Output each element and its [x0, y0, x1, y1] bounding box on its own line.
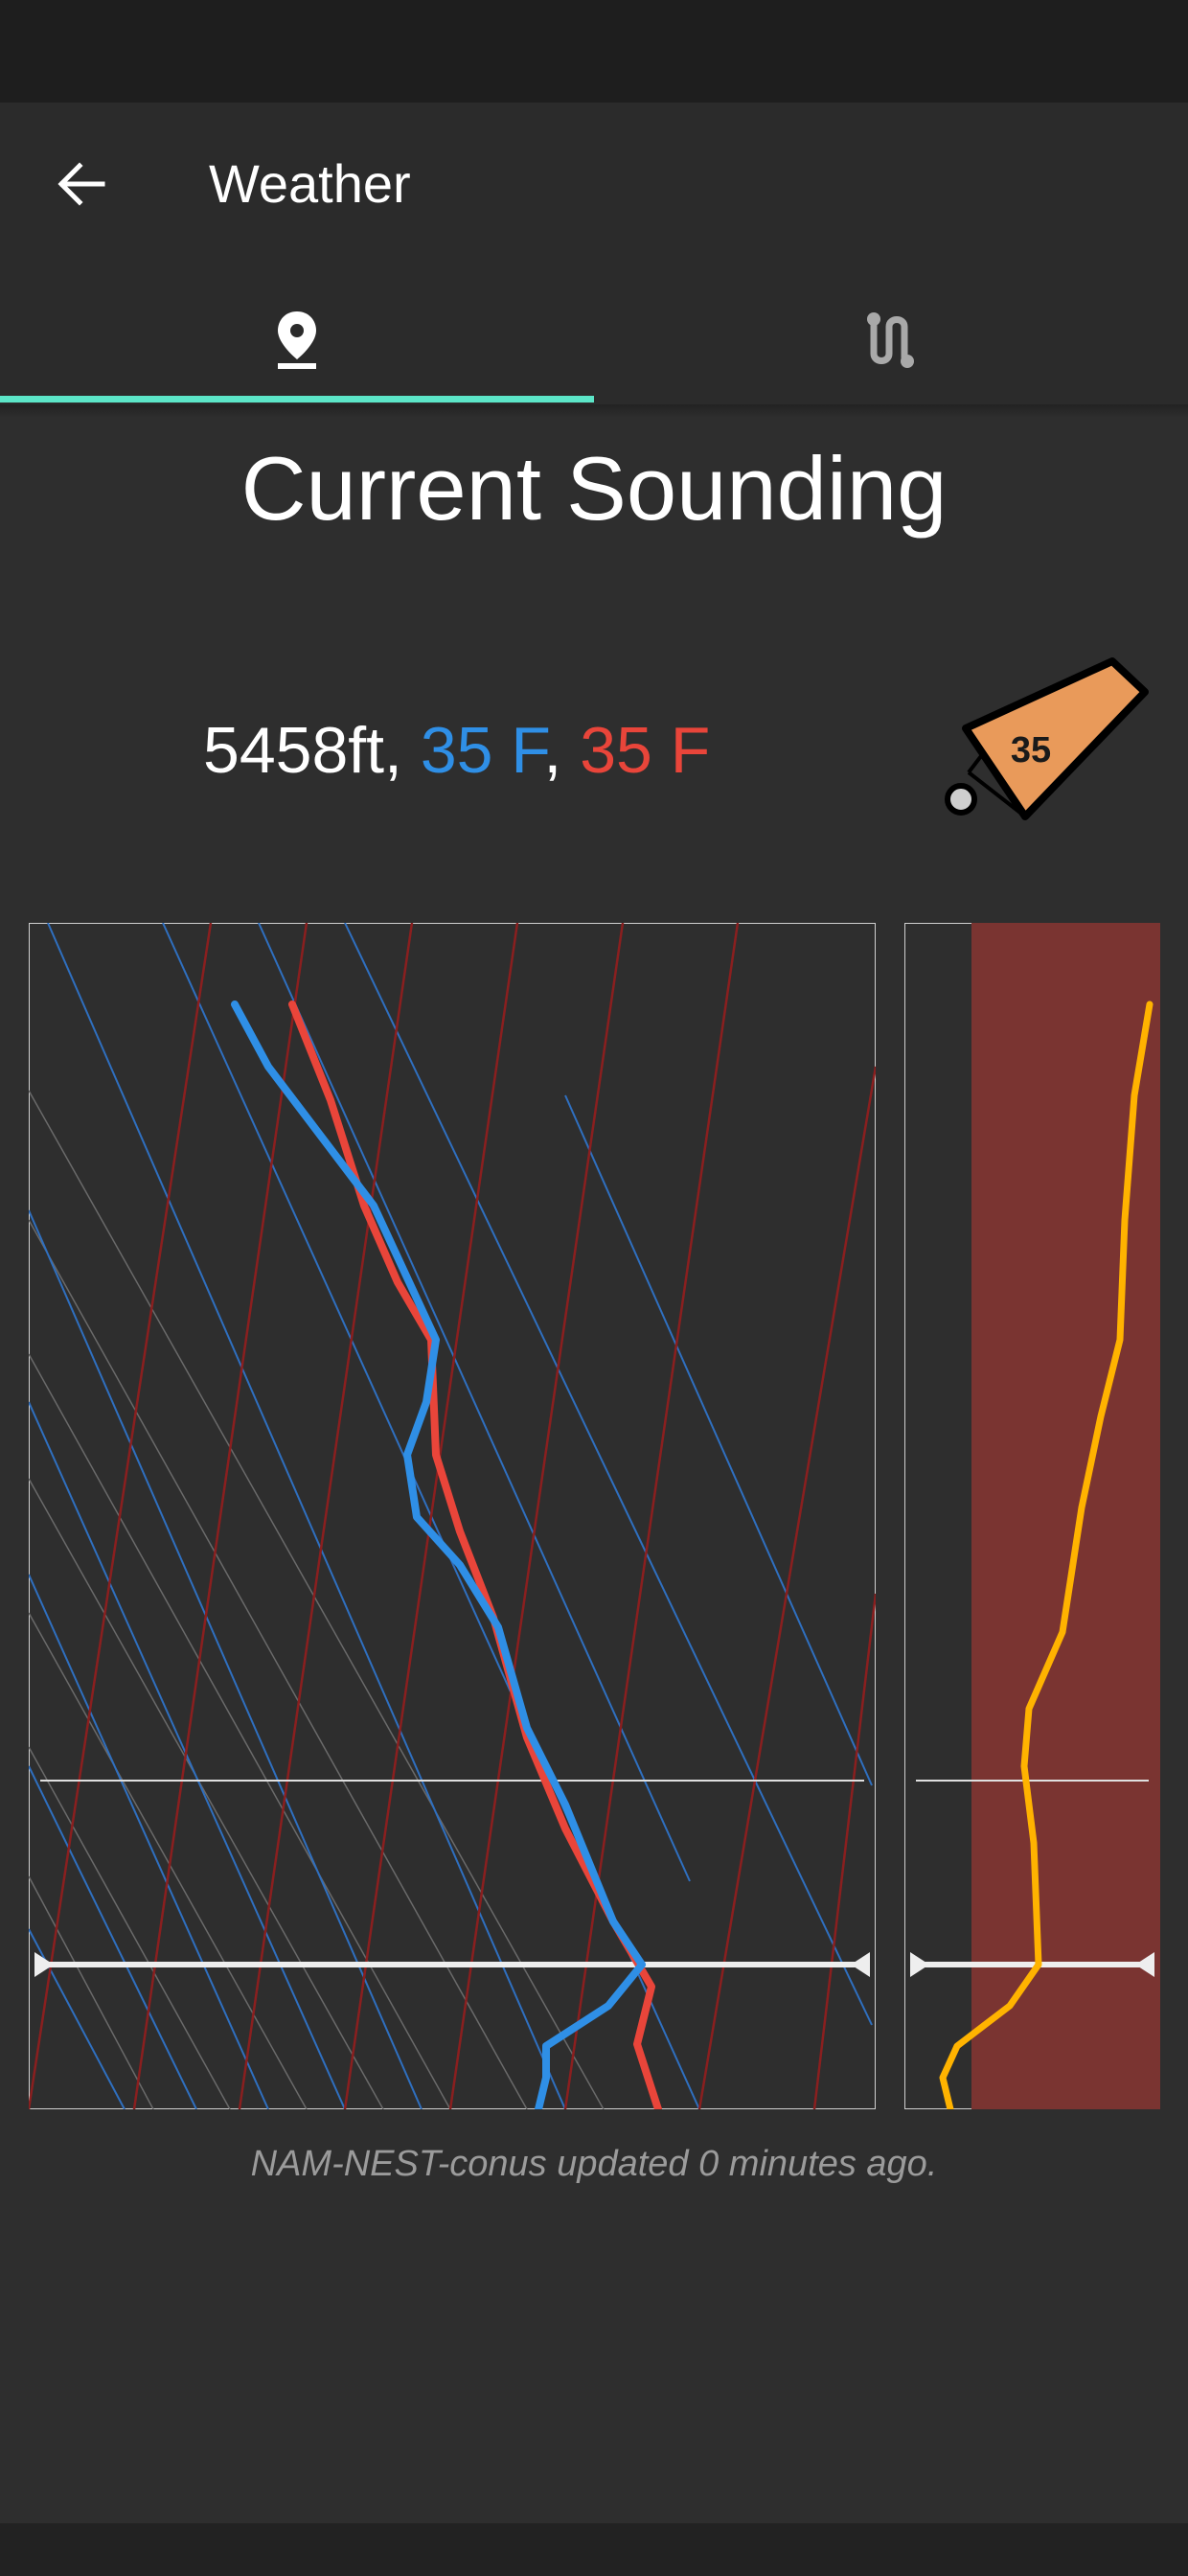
current-reading: 5458ft, 35 F, 35 F	[203, 707, 710, 794]
back-button[interactable]	[43, 134, 120, 234]
route-icon	[867, 312, 914, 368]
altitude-value: 5458ft,	[203, 714, 402, 787]
current-altitude-marker	[910, 1952, 1154, 1977]
skew-t-grid	[29, 923, 876, 2109]
tab-route[interactable]	[594, 278, 1188, 402]
dewpoint-profile-line	[231, 1000, 646, 2109]
humidity-panel	[904, 923, 1160, 2109]
update-status-text: NAM-NEST-conus updated 0 minutes ago.	[250, 2144, 938, 2184]
page-title: Current Sounding	[240, 438, 948, 539]
skew-t-chart	[29, 923, 876, 2109]
wind-sock-icon: 35	[945, 657, 1149, 820]
dewpoint-value: 35 F	[420, 714, 544, 787]
app-bar	[0, 103, 1188, 404]
tab-location[interactable]	[0, 278, 594, 402]
wind-speed-label: 35	[1011, 730, 1051, 770]
temperature-value: 35 F	[580, 714, 711, 787]
arrow-left-icon	[57, 162, 105, 206]
reading-separator: ,	[543, 714, 562, 787]
navigation-bar	[0, 2523, 1188, 2576]
selected-tab-indicator	[0, 396, 594, 402]
location-pin-icon	[278, 311, 316, 369]
status-bar	[0, 0, 1188, 103]
temperature-profile-line	[288, 1000, 662, 2109]
app-title: Weather	[209, 153, 411, 214]
humidity-profile-line	[939, 1000, 1154, 2109]
current-altitude-marker	[34, 1952, 870, 1977]
tabs-shadow	[0, 404, 1188, 418]
humidity-band	[971, 923, 1160, 2109]
